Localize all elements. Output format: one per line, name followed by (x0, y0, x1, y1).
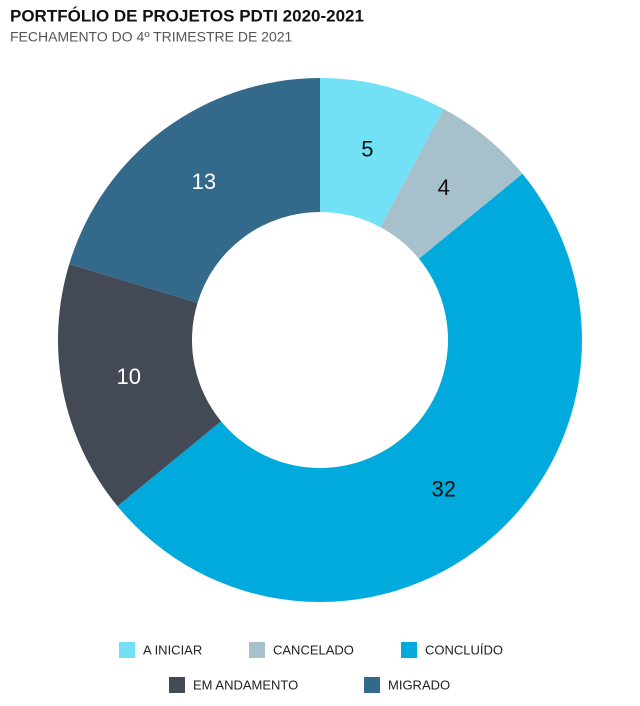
donut-slice (320, 78, 444, 228)
legend-swatch (401, 642, 417, 658)
legend-swatch (249, 642, 265, 658)
donut-slice (57, 263, 222, 507)
donut-slice (69, 78, 320, 303)
value-label: 10 (117, 364, 141, 389)
legend-label: MIGRADO (388, 677, 450, 692)
legend-swatch (169, 677, 185, 693)
donut-slice (117, 173, 583, 602)
chart-subtitle: FECHAMENTO DO 4º TRIMESTRE DE 2021 (10, 29, 293, 45)
legend-label: CONCLUÍDO (425, 642, 503, 657)
legend-swatch (364, 677, 380, 693)
legend-label: A INICIAR (143, 642, 202, 657)
value-label: 4 (438, 175, 450, 200)
value-label: 5 (361, 137, 373, 162)
legend-label: EM ANDAMENTO (193, 677, 298, 692)
legend-swatch (119, 642, 135, 658)
value-label: 32 (431, 477, 455, 502)
legend-label: CANCELADO (273, 642, 354, 657)
value-label: 13 (192, 169, 216, 194)
donut-slice (380, 108, 523, 259)
chart-title: PORTFÓLIO DE PROJETOS PDTI 2020-2021 (10, 6, 364, 25)
